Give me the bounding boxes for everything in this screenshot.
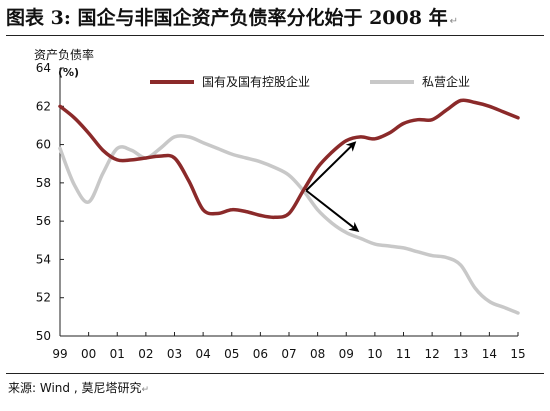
x-tick-label: 05 [224,347,239,361]
legend-label-soe: 国有及国有控股企业 [202,75,311,89]
y-tick-label: 62 [36,99,51,113]
x-tick-label: 14 [482,347,497,361]
paragraph-mark-icon: ↵ [449,16,458,27]
annotation-arrow-up [305,141,357,192]
x-tick-label: 15 [510,347,525,361]
x-tick-label: 08 [310,347,325,361]
x-tick-label: 99 [52,347,67,361]
series-line-soe [58,98,520,220]
source-note: 来源: Wind , 莫尼塔研究↵ [8,379,149,396]
annotation-arrow-down [305,189,360,232]
chart-title: 图表 3: 国企与非国企资产负债率分化始于 2008 年 ↵ [6,3,544,33]
legend-item-private: 私营企业 [370,73,470,90]
y-axis-label: 资产负债率 [34,48,95,62]
x-tick-label: 02 [138,347,153,361]
chart-title-text: 图表 3: 国企与非国企资产负债率分化始于 2008 年 [6,7,448,29]
series-line-private [58,134,520,315]
y-tick-label: 58 [36,176,51,190]
source-text: 来源: Wind , 莫尼塔研究 [8,381,142,395]
x-tick-label: 03 [167,347,182,361]
y-tick-label: 50 [36,329,51,343]
source-divider [6,373,544,374]
y-tick-label: 64 [36,61,51,75]
x-tick-label: 07 [281,347,296,361]
legend-swatch-private [370,79,414,84]
paragraph-mark-icon: ↵ [141,385,150,395]
x-tick-label: 01 [110,347,125,361]
x-tick-label: 13 [453,347,468,361]
legend-item-soe: 国有及国有控股企业 [150,73,310,90]
x-tick-label: 00 [81,347,96,361]
y-tick-label: 54 [36,252,51,266]
y-tick-label: 60 [36,138,51,152]
y-axis-unit: (%) [58,66,80,79]
y-tick-label: 56 [36,214,51,228]
x-tick-label: 09 [339,347,354,361]
title-divider [6,35,544,36]
legend-label-private: 私营企业 [422,75,471,89]
legend-swatch-soe [150,79,194,84]
x-tick-label: 04 [195,347,210,361]
x-tick-label: 10 [367,347,382,361]
y-tick-label: 52 [36,291,51,305]
x-tick-label: 11 [396,347,411,361]
x-tick-label: 12 [424,347,439,361]
x-tick-label: 06 [253,347,268,361]
